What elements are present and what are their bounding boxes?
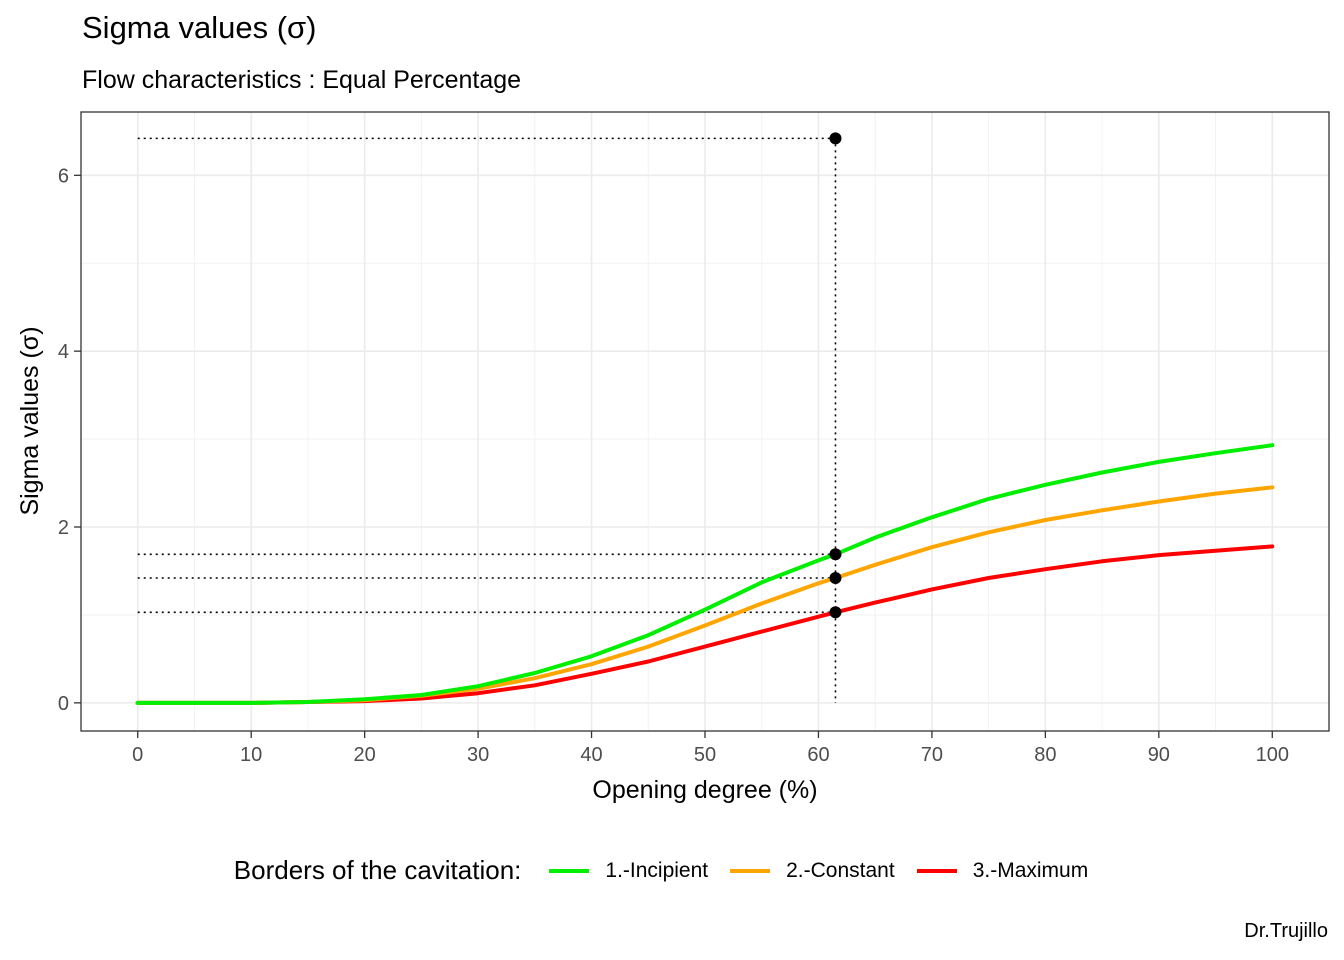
series-lines	[135, 443, 1275, 705]
legend-swatch-incipient	[549, 868, 590, 873]
chart-title: Sigma values (σ)	[82, 10, 317, 45]
x-tick-label: 0	[132, 744, 143, 766]
marker-point-4	[829, 606, 842, 619]
y-tick-label: 6	[58, 165, 69, 187]
x-tick-label: 90	[1148, 744, 1170, 766]
x-tick-label: 50	[694, 744, 716, 766]
legend-item-maximum: 3.-Maximum	[916, 858, 1089, 883]
reference-guides	[137, 137, 837, 703]
y-axis: 0 2 4 6	[58, 165, 81, 715]
x-tick-label: 60	[807, 744, 829, 766]
legend-swatch-constant	[730, 868, 771, 873]
caption: Dr.Trujillo	[1244, 920, 1328, 942]
x-tick-label: 100	[1256, 744, 1289, 766]
y-tick-label: 2	[58, 517, 69, 539]
legend-item-incipient: 1.-Incipient	[549, 859, 708, 883]
legend-label-constant: 2.-Constant	[786, 858, 895, 882]
y-tick-label: 4	[58, 341, 69, 363]
x-tick-label: 30	[467, 744, 489, 766]
legend: Borders of the cavitation: 1.-Incipient …	[0, 855, 1344, 886]
marker-point-2	[829, 548, 842, 561]
series-line-1	[135, 443, 1275, 705]
x-axis-title: Opening degree (%)	[592, 776, 817, 804]
legend-label-maximum: 3.-Maximum	[972, 858, 1089, 882]
legend-swatch-maximum	[916, 868, 957, 873]
y-axis-title: Sigma values (σ)	[16, 326, 44, 515]
marker-point-1	[829, 132, 842, 145]
x-tick-label: 10	[240, 744, 262, 766]
chart-subtitle: Flow characteristics : Equal Percentage	[82, 66, 522, 94]
x-tick-label: 20	[354, 744, 376, 766]
x-tick-label: 40	[580, 744, 602, 766]
x-tick-label: 70	[921, 744, 943, 766]
legend-title: Borders of the cavitation:	[233, 855, 522, 885]
x-tick-label: 80	[1034, 744, 1056, 766]
legend-item-constant: 2.-Constant	[730, 859, 895, 883]
y-tick-label: 0	[58, 693, 69, 715]
grid-major	[81, 112, 1329, 731]
grid-minor	[80, 112, 1330, 731]
reference-markers	[829, 132, 842, 619]
legend-label-incipient: 1.-Incipient	[605, 858, 709, 882]
marker-point-3	[829, 572, 842, 585]
x-axis: 0 10 20 30 40 50 60 70 80 90 100	[132, 731, 1289, 766]
